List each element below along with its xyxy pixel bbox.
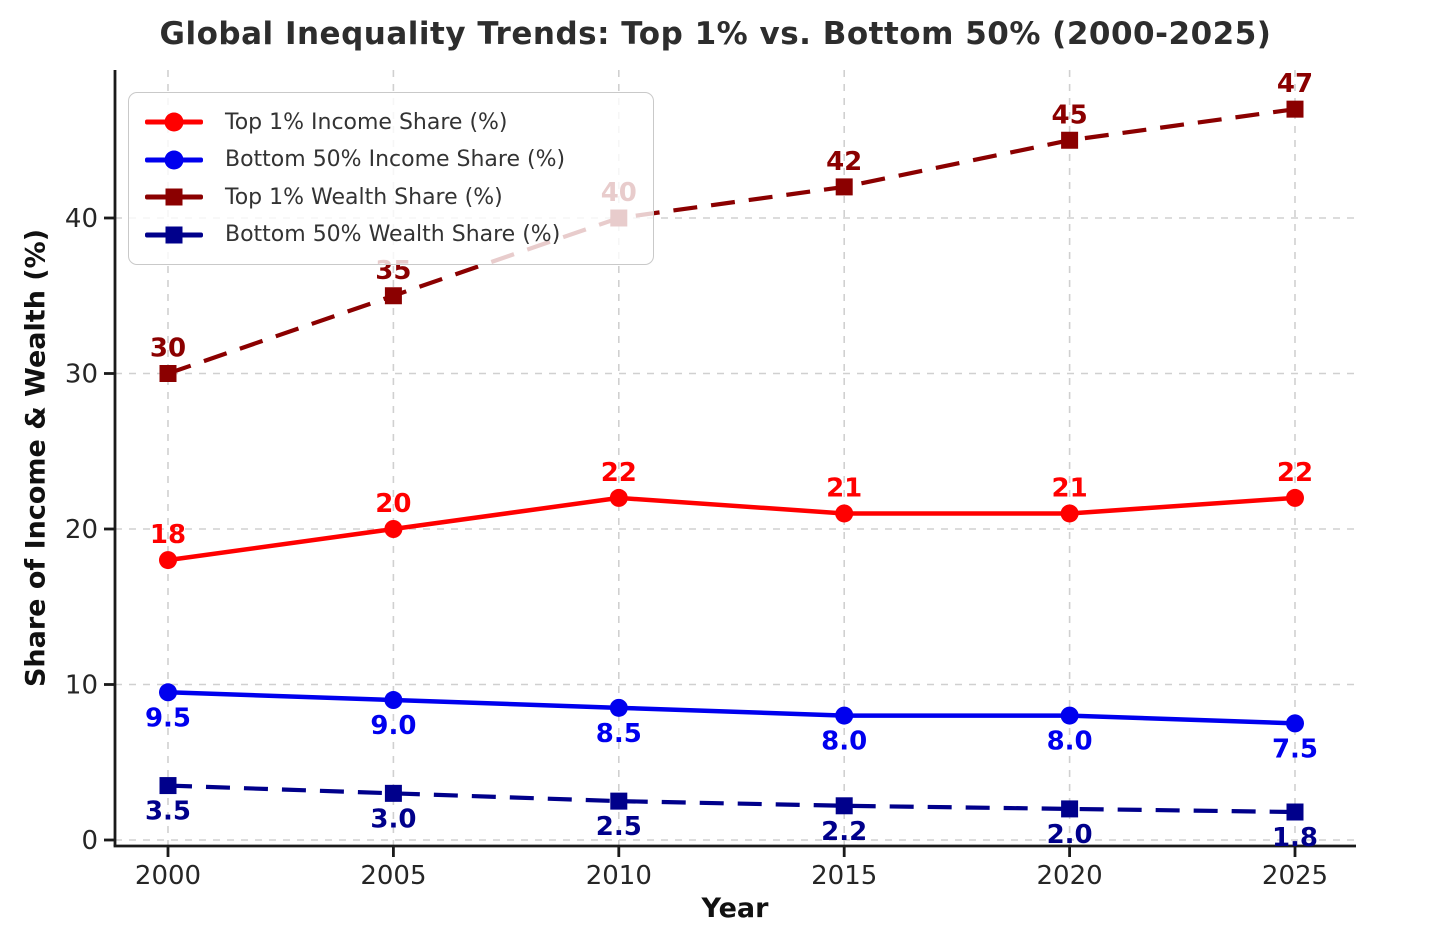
marker-top-1-income-share-2020 [1060,504,1079,523]
value-label-top-1-wealth-share-2015: 42 [826,147,862,177]
marker-bottom-50-wealth-share-2025 [1286,803,1304,821]
marker-bottom-50-income-share-2010 [609,698,628,717]
x-tick-label-2005: 2005 [360,861,426,891]
series-line-bottom-50-wealth-share [167,783,1296,815]
legend-square-marker-icon [165,188,183,206]
value-label-bottom-50-wealth-share-2020: 2.0 [1047,820,1093,850]
legend-circle-marker-icon [164,112,184,132]
y-tick-label-0: 0 [81,826,98,856]
value-label-top-1-income-share-2025: 22 [1277,458,1313,488]
y-tick-label-40: 40 [65,204,98,234]
legend-label-bottom-50-wealth-share: Bottom 50% Wealth Share (%) [225,222,561,248]
legend-item-bottom-50-wealth-share: Bottom 50% Wealth Share (%) [145,222,653,247]
value-label-bottom-50-income-share-2025: 7.5 [1272,734,1318,764]
value-label-top-1-income-share-2010: 22 [601,458,637,488]
legend-label-top-1-wealth-share: Top 1% Wealth Share (%) [225,184,503,210]
legend-dashed-line-sample [145,186,203,208]
legend-item-top-1-wealth-share: Top 1% Wealth Share (%) [145,185,653,210]
series-line-top-1-wealth-share [167,107,1296,376]
value-label-top-1-income-share-2000: 18 [150,520,186,550]
value-label-bottom-50-wealth-share-2015: 2.2 [821,817,867,847]
marker-top-1-wealth-share-2005 [384,287,402,305]
legend-square-marker-icon [165,226,183,244]
legend-item-top-1-income-share: Top 1% Income Share (%) [145,110,653,135]
marker-top-1-wealth-share-2000 [159,365,177,382]
value-label-bottom-50-income-share-2005: 9.0 [370,711,416,741]
value-label-bottom-50-income-share-2020: 8.0 [1047,727,1093,757]
marker-bottom-50-income-share-2015 [835,706,854,725]
legend-dashed-line-sample [145,224,203,246]
value-label-top-1-income-share-2005: 20 [375,489,411,519]
legend-item-bottom-50-income-share: Bottom 50% Income Share (%) [145,147,653,172]
series-line-top-1-income-share [167,495,1296,563]
y-tick-label-30: 30 [65,360,98,390]
chart-title: Global Inequality Trends: Top 1% vs. Bot… [159,16,1272,52]
value-label-bottom-50-wealth-share-2025: 1.8 [1272,823,1318,853]
marker-bottom-50-wealth-share-2000 [159,777,177,795]
value-label-bottom-50-income-share-2000: 9.5 [145,703,191,733]
x-tick-label-2000: 2000 [135,861,201,891]
value-label-bottom-50-wealth-share-2005: 3.0 [370,804,416,834]
marker-bottom-50-wealth-share-2010 [610,792,628,810]
marker-bottom-50-wealth-share-2015 [835,797,853,815]
marker-top-1-wealth-share-2015 [835,178,853,196]
value-label-bottom-50-income-share-2010: 8.5 [596,719,642,749]
marker-top-1-wealth-share-2025 [1286,100,1304,118]
marker-bottom-50-wealth-share-2020 [1061,800,1079,818]
legend: Top 1% Income Share (%) Bottom 50% Income… [128,92,654,265]
legend-solid-line-sample [145,149,203,171]
marker-top-1-income-share-2015 [835,504,854,523]
legend-solid-line-sample [145,111,203,133]
value-label-bottom-50-income-share-2015: 8.0 [821,727,867,757]
y-tick-label-20: 20 [65,515,98,545]
marker-bottom-50-income-share-2000 [159,683,177,702]
x-tick-label-2020: 2020 [1037,861,1103,891]
marker-bottom-50-income-share-2005 [384,691,403,710]
value-label-top-1-income-share-2020: 21 [1052,473,1088,503]
value-label-top-1-wealth-share-2020: 45 [1052,100,1088,130]
legend-circle-marker-icon [164,150,184,170]
x-axis-title: Year [701,893,769,924]
value-label-top-1-income-share-2015: 21 [826,473,862,503]
value-label-bottom-50-wealth-share-2010: 2.5 [596,812,642,842]
value-label-bottom-50-wealth-share-2000: 3.5 [145,797,191,827]
series-line-bottom-50-income-share [167,690,1296,726]
y-tick-label-10: 10 [65,671,98,701]
marker-bottom-50-wealth-share-2005 [384,784,402,802]
value-label-top-1-wealth-share-2000: 30 [150,334,186,364]
marker-top-1-wealth-share-2020 [1061,131,1079,149]
marker-top-1-income-share-2010 [609,488,628,507]
x-tick-label-2015: 2015 [811,861,877,891]
marker-bottom-50-income-share-2025 [1286,714,1304,733]
legend-label-bottom-50-income-share: Bottom 50% Income Share (%) [225,147,566,173]
marker-top-1-income-share-2005 [384,520,403,538]
legend-label-top-1-income-share: Top 1% Income Share (%) [225,109,508,135]
value-label-top-1-wealth-share-2025: 47 [1277,69,1313,99]
marker-top-1-income-share-2000 [159,551,177,570]
marker-bottom-50-income-share-2020 [1060,706,1079,725]
x-tick-label-2010: 2010 [586,861,652,891]
marker-top-1-income-share-2025 [1286,488,1304,507]
x-tick-label-2025: 2025 [1262,861,1328,891]
